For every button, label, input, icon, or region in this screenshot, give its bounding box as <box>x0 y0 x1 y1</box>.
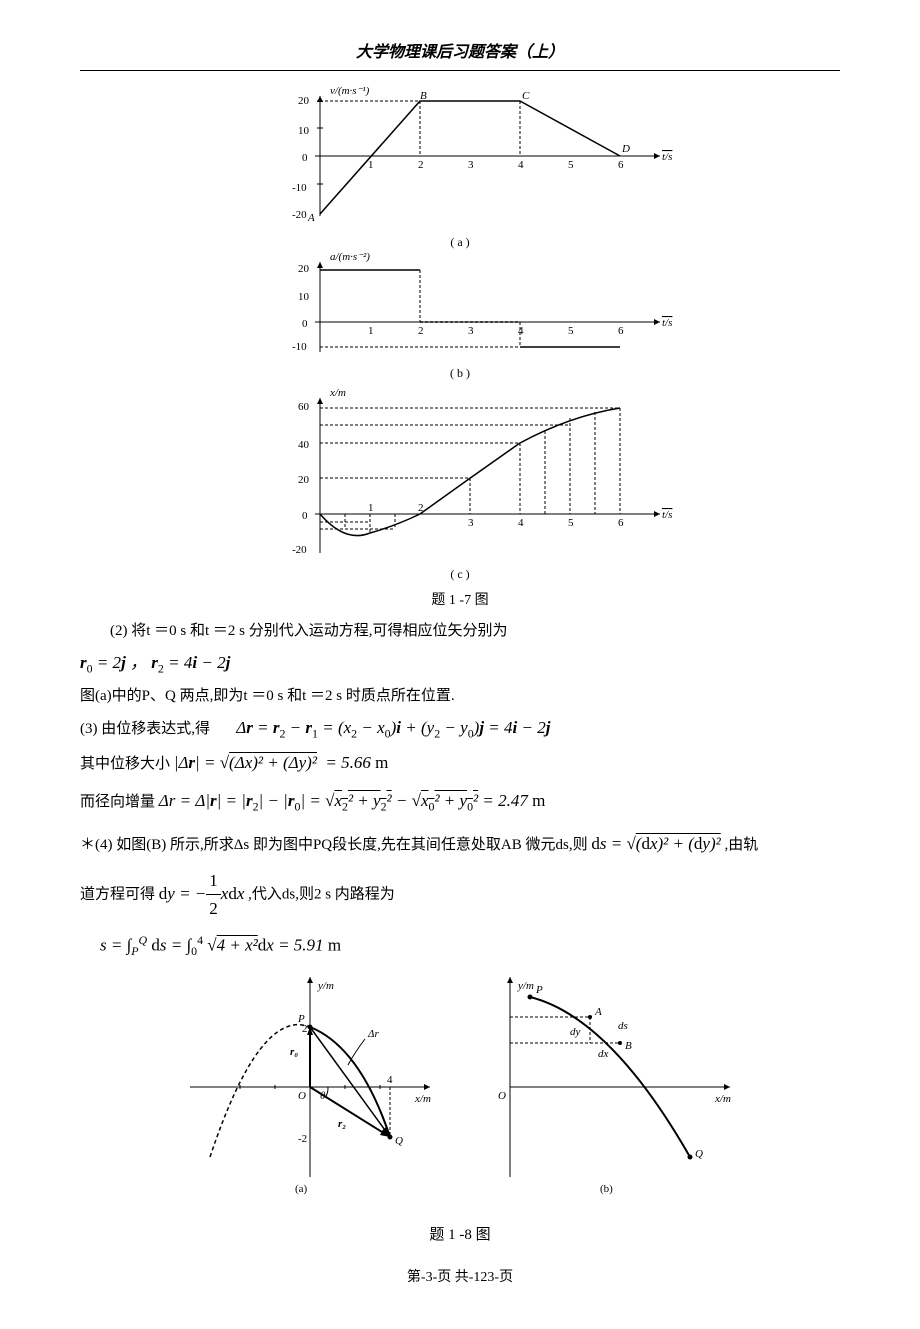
svg-text:Q: Q <box>695 1148 703 1160</box>
svg-text:O: O <box>298 1090 306 1102</box>
chart-a-velocity: 20 10 0 -10 -20 1 2 3 4 5 6 A B C D <box>240 81 680 231</box>
figure-8-svg: P 2 Q r₀ r₂ Δr θ O 4 -2 x/m y/m <box>150 967 770 1197</box>
svg-text:x/m: x/m <box>714 1093 731 1105</box>
svg-text:B: B <box>625 1040 632 1052</box>
svg-text:2: 2 <box>302 1023 308 1035</box>
svg-text:t/s: t/s <box>662 317 672 329</box>
chart-b-caption: ( b ) <box>80 364 840 383</box>
paragraph-5: 其中位移大小 |Δr| = √(Δx)² + (Δy)² = 5.66 m <box>80 749 840 776</box>
svg-text:C: C <box>522 90 530 102</box>
svg-text:x/m: x/m <box>414 1093 431 1105</box>
svg-text:t/s: t/s <box>662 509 672 521</box>
paragraph-6: 而径向增量 Δr = Δ|r| = |r2| − |r0| = √x2² + y… <box>80 787 840 816</box>
page-header: 大学物理课后习题答案（上） <box>80 40 840 71</box>
paragraph-3: 图(a)中的P、Q 两点,即为t ＝0 s 和t ＝2 s 时质点所在位置. <box>80 684 840 708</box>
svg-text:0: 0 <box>302 510 308 522</box>
svg-text:a/(m·s⁻²): a/(m·s⁻²) <box>330 252 370 263</box>
svg-text:-10: -10 <box>292 341 307 353</box>
figure-1-8: P 2 Q r₀ r₂ Δr θ O 4 -2 x/m y/m <box>80 967 840 1247</box>
svg-text:P: P <box>535 984 543 996</box>
svg-text:y/m: y/m <box>317 980 334 992</box>
svg-text:1: 1 <box>368 159 374 171</box>
svg-text:10: 10 <box>298 125 310 137</box>
svg-text:20: 20 <box>298 95 310 107</box>
svg-text:ds: ds <box>618 1020 628 1032</box>
svg-text:0: 0 <box>302 318 308 330</box>
footer-text: 第-3-页 共-123-页 <box>407 1270 513 1285</box>
chart-a-caption: ( a ) <box>80 233 840 252</box>
chart-c-position: 60 40 20 0 -20 123 456 <box>240 383 680 563</box>
svg-text:y/m: y/m <box>517 980 534 992</box>
svg-text:-10: -10 <box>292 182 307 194</box>
svg-text:6: 6 <box>618 159 624 171</box>
svg-text:O: O <box>498 1090 506 1102</box>
figure-1-7: 20 10 0 -10 -20 1 2 3 4 5 6 A B C D <box>80 81 840 613</box>
svg-text:3: 3 <box>468 325 474 337</box>
equation-7: s = ∫PQ ds = ∫04 √4 + x²dx = 5.91 m <box>100 931 840 961</box>
svg-text:1: 1 <box>368 325 374 337</box>
svg-text:v/(m·s⁻¹): v/(m·s⁻¹) <box>330 85 370 97</box>
svg-text:Δr: Δr <box>367 1028 379 1040</box>
svg-text:-20: -20 <box>292 544 307 556</box>
svg-text:2: 2 <box>418 325 424 337</box>
svg-text:2: 2 <box>418 159 424 171</box>
svg-text:D: D <box>621 143 630 155</box>
paragraph-2: (2) 将t ＝0 s 和t ＝2 s 分别代入运动方程,可得相应位矢分别为 <box>80 619 840 643</box>
paragraph-4: (3) 由位移表达式,得 Δr = r2 − r1 = (x2 − x0)i +… <box>80 714 840 743</box>
chart-c-caption: ( c ) <box>80 565 840 584</box>
svg-text:6: 6 <box>618 517 624 529</box>
svg-text:5: 5 <box>568 325 574 337</box>
paragraph-8: 道方程可得 dy = −12xdx ,代入ds,则2 s 内路程为 <box>80 867 840 922</box>
header-title: 大学物理课后习题答案（上） <box>356 44 564 61</box>
svg-text:θ: θ <box>320 1090 326 1102</box>
svg-text:dy: dy <box>570 1026 581 1038</box>
svg-text:40: 40 <box>298 439 310 451</box>
svg-text:4: 4 <box>518 159 524 171</box>
svg-text:0: 0 <box>302 152 308 164</box>
page-footer: 第-3-页 共-123-页 <box>80 1267 840 1289</box>
svg-text:B: B <box>420 90 427 102</box>
svg-text:60: 60 <box>298 401 310 413</box>
svg-text:r₂: r₂ <box>338 1118 346 1130</box>
svg-text:20: 20 <box>298 474 310 486</box>
svg-text:10: 10 <box>298 291 310 303</box>
svg-text:A: A <box>594 1006 602 1018</box>
svg-text:1: 1 <box>368 502 374 514</box>
svg-text:(a): (a) <box>295 1183 308 1195</box>
svg-text:Q: Q <box>395 1135 403 1147</box>
svg-text:4: 4 <box>518 517 524 529</box>
svg-text:3: 3 <box>468 159 474 171</box>
svg-text:3: 3 <box>468 517 474 529</box>
svg-text:4: 4 <box>518 325 524 337</box>
figure7-title: 题 1 -7 图 <box>80 590 840 612</box>
svg-text:(b): (b) <box>600 1183 613 1195</box>
svg-text:6: 6 <box>618 325 624 337</box>
equation-1: r0 = 2j ， r2 = 4i − 2j <box>80 649 840 678</box>
paragraph-7: ＊(4) 如图(B) 所示,所求Δs 即为图中PQ段长度,先在其间任意处取AB … <box>80 830 840 857</box>
svg-text:4: 4 <box>387 1074 393 1086</box>
svg-text:t/s: t/s <box>662 151 672 163</box>
svg-text:dx: dx <box>598 1048 609 1060</box>
svg-text:r₀: r₀ <box>290 1046 298 1058</box>
figure8-title: 题 1 -8 图 <box>80 1223 840 1247</box>
svg-text:-20: -20 <box>292 209 307 221</box>
svg-text:A: A <box>307 212 315 224</box>
svg-text:x/m: x/m <box>329 387 346 399</box>
svg-text:5: 5 <box>568 159 574 171</box>
svg-text:-2: -2 <box>298 1133 307 1145</box>
chart-b-accel: 20 10 0 -10 1 2 3 4 5 6 a/(m·s⁻²) t/s <box>240 252 680 362</box>
svg-text:20: 20 <box>298 263 310 275</box>
svg-text:5: 5 <box>568 517 574 529</box>
